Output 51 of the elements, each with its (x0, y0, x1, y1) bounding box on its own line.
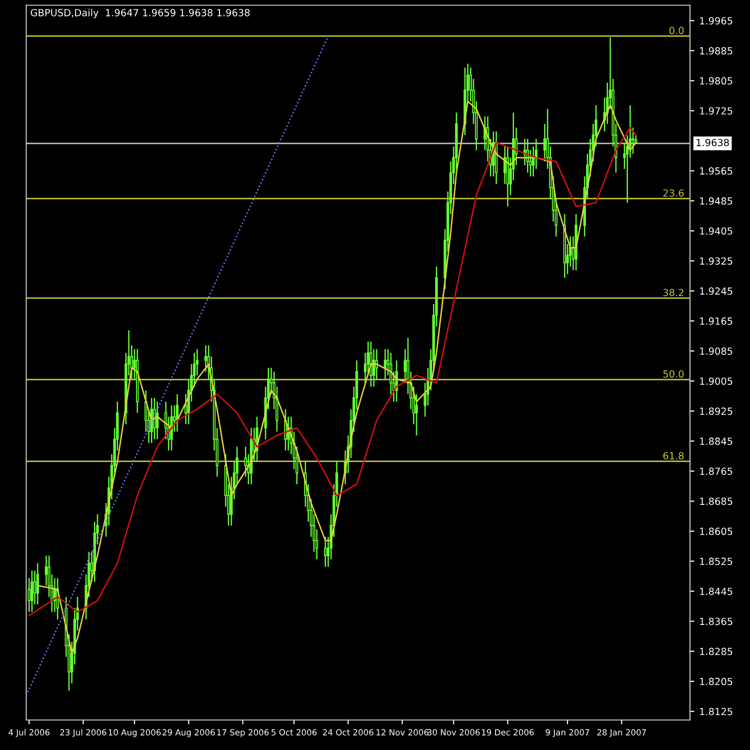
annotation: 61.8 (663, 452, 684, 460)
y-tick-label: 1.9085 (700, 347, 732, 355)
x-tick-label: 29 Aug 2006 (162, 729, 215, 738)
x-tick-label: 17 Sep 2006 (217, 729, 269, 738)
y-tick-label: 1.8205 (700, 678, 732, 686)
y-tick-label: 1.8685 (700, 498, 732, 505)
y-tick-label: 1.9965 (700, 17, 732, 24)
x-tick-label: 24 Oct 2006 (323, 729, 374, 736)
y-tick-label: 1.9485 (700, 197, 732, 205)
y-tick-label: 1.9405 (700, 227, 732, 235)
candlestick (370, 340, 372, 388)
candlestick (153, 397, 156, 440)
y-tick-label: 1.8125 (700, 708, 732, 716)
x-tick-label: 4 Jul 2006 (8, 729, 50, 738)
y-tick-label: 1.8445 (700, 588, 732, 596)
y-tick-label: 1.9885 (700, 47, 732, 55)
x-tick-label: 12 Nov 2006 (376, 729, 428, 736)
x-tick-label: 30 Nov 2006 (428, 729, 480, 736)
annotation: 38.2 (663, 288, 684, 296)
x-tick-label: 10 Aug 2006 (108, 729, 161, 738)
candlestick (30, 570, 34, 613)
ref-line-label: 1.9638 (696, 138, 729, 146)
y-tick-label: 1.9165 (700, 317, 732, 325)
x-tick-label: 23 Jul 2006 (60, 729, 106, 738)
candlestick (170, 404, 173, 452)
x-tick-label: 19 Dec 2006 (482, 729, 534, 736)
candlestick (384, 348, 387, 380)
y-tick-label: 1.8525 (700, 558, 732, 566)
y-tick-label: 1.8605 (700, 528, 732, 536)
y-tick-label: 1.9725 (700, 107, 732, 115)
x-tick-label: 5 Oct 2006 (272, 729, 317, 736)
candlestick (324, 536, 327, 568)
candlestick (284, 408, 287, 452)
y-tick-label: 1.9565 (700, 167, 732, 175)
annotation: 50.0 (663, 370, 684, 378)
annotation: 0.0 (669, 26, 684, 34)
y-tick-label: 1.9805 (700, 77, 732, 85)
chart-title: GBPUSD,Daily 1.9647 1.9659 1.9638 1.9638 (30, 8, 250, 18)
x-tick-label: 28 Jan 2007 (597, 729, 646, 738)
y-tick-label: 1.9245 (700, 287, 732, 295)
candlestick (28, 577, 30, 613)
y-tick-label: 1.9325 (700, 257, 732, 265)
y-tick-label: 1.9005 (700, 377, 732, 385)
y-tick-label: 1.8365 (700, 618, 732, 626)
y-tick-label: 1.8765 (700, 468, 732, 475)
annotation: 23.6 (663, 189, 684, 197)
y-tick-label: 1.8925 (700, 408, 732, 415)
candlestick (395, 360, 398, 402)
y-tick-label: 1.8845 (700, 438, 732, 445)
y-tick-label: 1.8285 (700, 648, 732, 656)
x-tick-label: 9 Jan 2007 (546, 729, 590, 738)
